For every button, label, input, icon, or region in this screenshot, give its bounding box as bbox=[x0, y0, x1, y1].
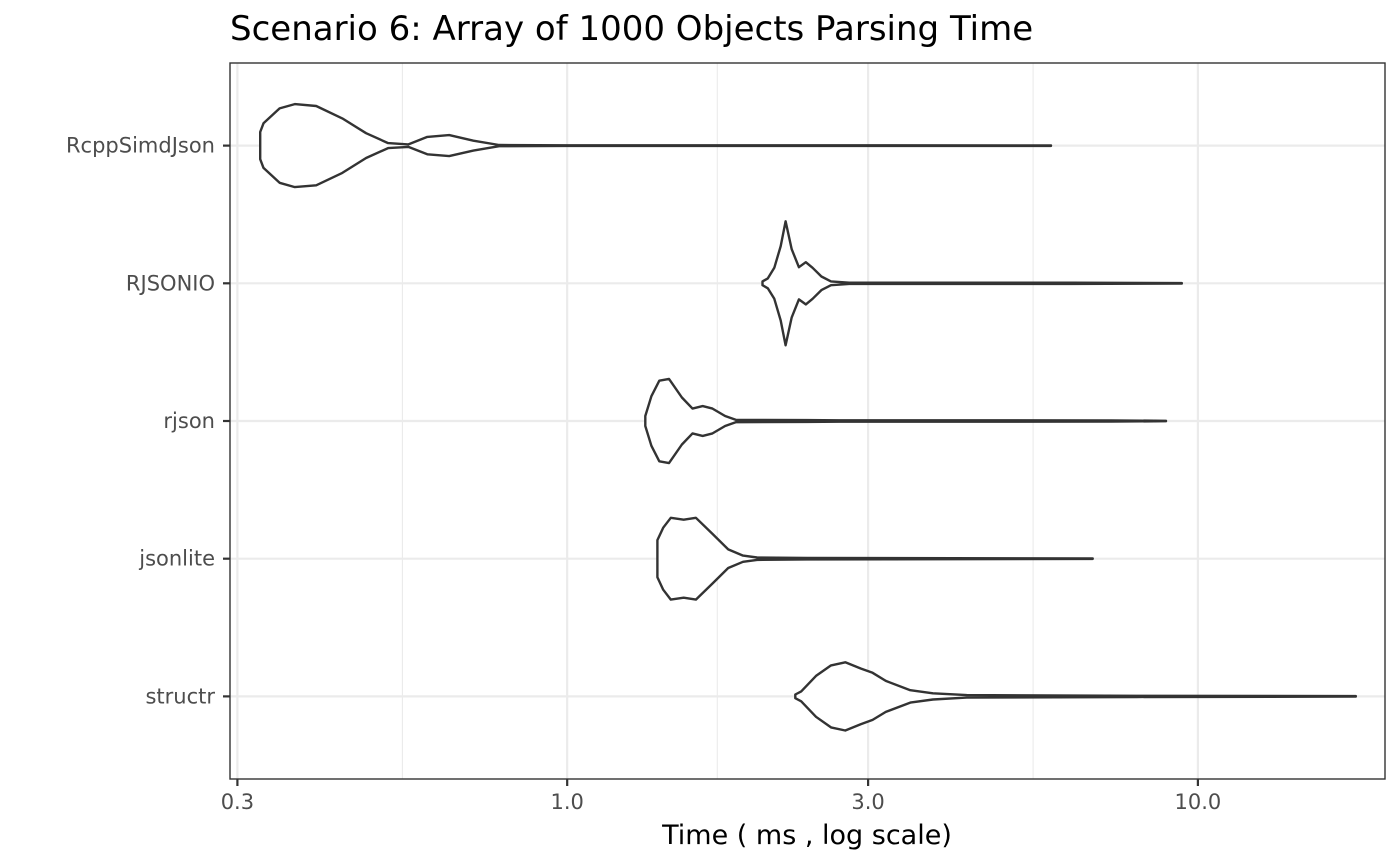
y-tick-label-rcppsimdjson: RcppSimdJson bbox=[66, 134, 215, 158]
x-tick-label: 1.0 bbox=[550, 790, 583, 814]
y-tick-label-rjsonio: RJSONIO bbox=[126, 271, 215, 295]
violin-rjsonio bbox=[761, 220, 1183, 347]
chart-title: Scenario 6: Array of 1000 Objects Parsin… bbox=[230, 9, 1033, 49]
y-tick-label-jsonlite: jsonlite bbox=[138, 547, 215, 571]
violin-jsonlite bbox=[656, 516, 1094, 601]
violins-layer bbox=[259, 102, 1357, 732]
y-tick-label-rjson: rjson bbox=[163, 409, 215, 433]
x-tick-label: 0.3 bbox=[221, 790, 254, 814]
y-tick-label-structr: structr bbox=[145, 684, 215, 708]
violin-rjson bbox=[644, 377, 1168, 465]
x-axis-title: Time ( ms , log scale) bbox=[661, 820, 952, 851]
y-axis: RcppSimdJson RJSONIO rjson jsonlite structr bbox=[66, 134, 230, 708]
violin-structr bbox=[794, 661, 1357, 732]
violin-rcppsimdjson bbox=[259, 102, 1053, 189]
x-tick-label: 3.0 bbox=[851, 790, 884, 814]
x-axis: 0.3 1.0 3.0 10.0 bbox=[221, 779, 1222, 814]
x-tick-label: 10.0 bbox=[1175, 790, 1222, 814]
